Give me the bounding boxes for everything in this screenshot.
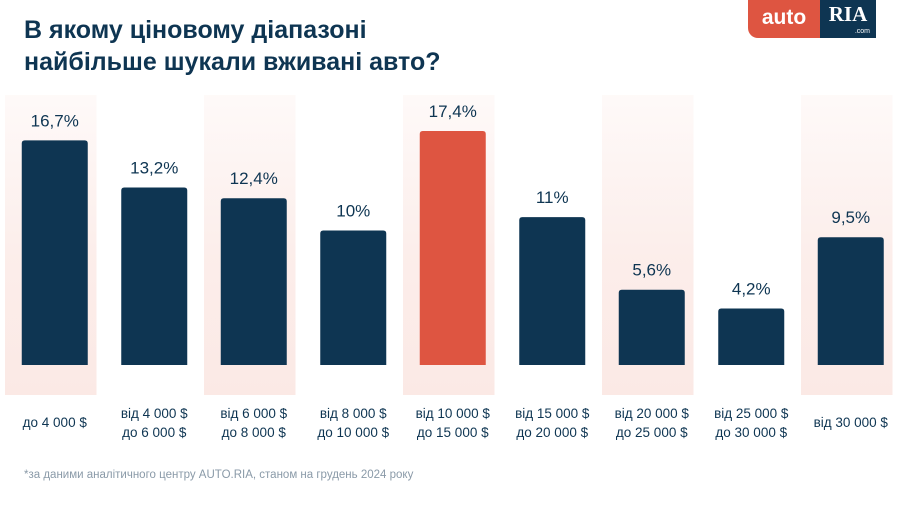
- title-line-2: найбільше шукали вживані авто?: [24, 48, 441, 76]
- bar-3: [220, 198, 287, 365]
- category-label: до 30 000 $: [715, 425, 787, 440]
- bar-7: [618, 289, 685, 365]
- bar-8: [718, 308, 785, 365]
- value-label: 12,4%: [230, 169, 278, 188]
- category-label: від 8 000 $: [320, 406, 387, 421]
- value-label: 5,6%: [632, 261, 671, 280]
- category-label: від 25 000 $: [714, 406, 789, 421]
- category-label: від 20 000 $: [615, 406, 690, 421]
- logo-com-text: .com: [854, 28, 870, 35]
- category-label: від 10 000 $: [416, 406, 491, 421]
- footnote: *за даними аналітичного центру AUTO.RIA,…: [24, 469, 414, 481]
- category-label: до 4 000 $: [23, 415, 88, 430]
- category-label: від 4 000 $: [121, 406, 188, 421]
- category-label: до 25 000 $: [616, 425, 688, 440]
- logo-ria-block: RIA .com: [820, 0, 876, 38]
- value-label: 11%: [536, 188, 569, 207]
- category-label: до 6 000 $: [122, 425, 187, 440]
- value-label: 9,5%: [831, 208, 870, 227]
- value-label: 4,2%: [732, 280, 771, 299]
- title-line-1: В якому ціновому діапазоні: [24, 16, 367, 44]
- bar-9: [817, 237, 884, 365]
- bar-2: [121, 187, 188, 365]
- bar-1: [21, 140, 88, 365]
- category-label: до 10 000 $: [317, 425, 389, 440]
- value-label: 13,2%: [130, 158, 178, 177]
- category-label: від 15 000 $: [515, 406, 590, 421]
- logo-auto-text: auto: [748, 0, 820, 38]
- logo-ria-text: RIA: [828, 2, 868, 26]
- bar-4: [320, 230, 387, 365]
- autoria-logo[interactable]: auto RIA .com: [748, 0, 876, 38]
- category-label: до 20 000 $: [516, 425, 588, 440]
- chart-title: В якому ціновому діапазоні найбільше шук…: [24, 14, 664, 78]
- category-label: від 30 000 $: [814, 415, 889, 430]
- value-label: 16,7%: [31, 111, 79, 130]
- bar-6: [519, 217, 586, 365]
- value-label: 17,4%: [429, 102, 477, 121]
- category-label: до 8 000 $: [222, 425, 287, 440]
- bar-5: [419, 131, 486, 365]
- value-label: 10%: [336, 202, 370, 221]
- category-label: від 6 000 $: [220, 406, 287, 421]
- category-label: до 15 000 $: [417, 425, 489, 440]
